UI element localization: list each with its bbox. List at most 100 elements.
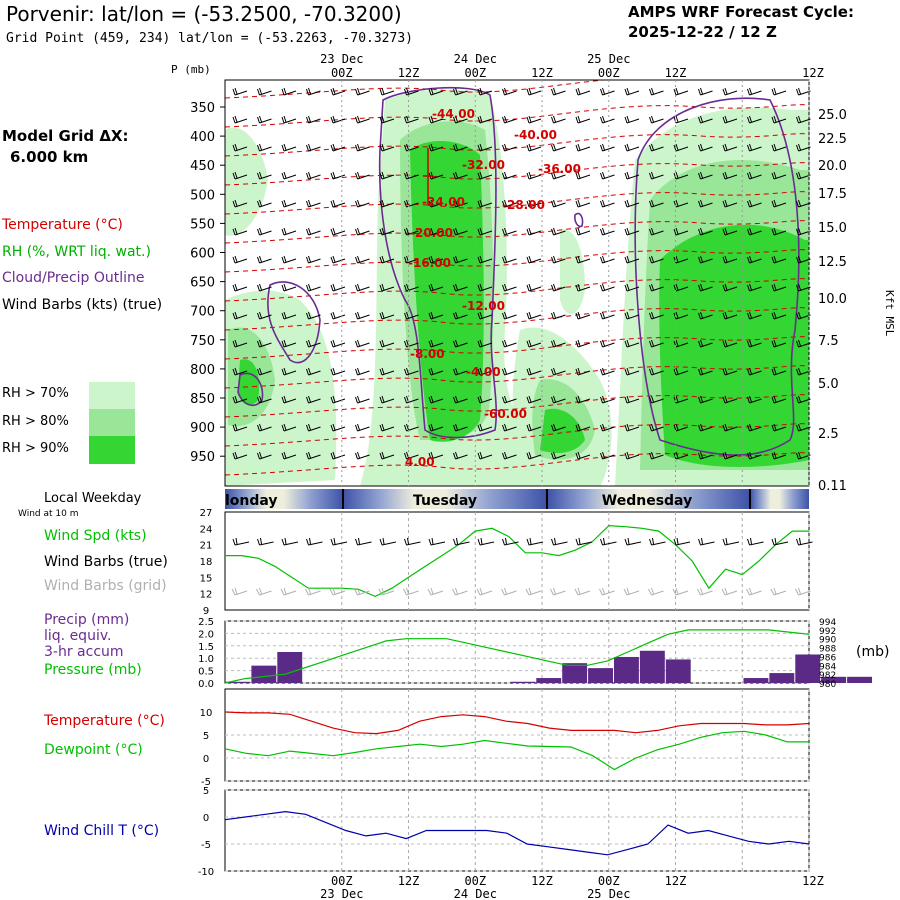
wind-barb [428, 143, 444, 152]
weekday-subtitle: Wind at 10 m [18, 509, 79, 519]
wind-barb [453, 395, 468, 404]
height-tick-label: 15.0 [818, 221, 847, 236]
temperature-line [224, 711, 810, 735]
wind-barb [453, 171, 468, 180]
wind-barb [624, 115, 640, 124]
wind-barb [624, 423, 640, 432]
pressure-tick-label: 982 [819, 671, 836, 681]
wind-barb [698, 199, 713, 208]
wind-barb-true [281, 537, 299, 546]
legend-rh: RH (%, WRT liq. wat.) [2, 244, 151, 260]
wind-barb [428, 339, 444, 348]
wind-barb-true [600, 537, 617, 546]
wind-barb [477, 283, 493, 292]
wind-barb-grid [231, 587, 248, 596]
time-tick-label: 00Z [598, 66, 620, 80]
wind-barb [698, 115, 713, 124]
wind-barb [477, 451, 493, 460]
wind-barb [257, 451, 272, 460]
time-tick-label: 12Z [531, 66, 553, 80]
wind-barb [428, 115, 444, 124]
wind-barb [624, 143, 640, 152]
wind-barb [722, 143, 738, 152]
wind-barb [526, 143, 542, 152]
wind-barb [649, 143, 664, 152]
wind-barb [649, 115, 664, 124]
rh70-area [560, 229, 585, 314]
wind-barb [477, 255, 493, 264]
wind-barb-grid [746, 587, 762, 596]
wind-barb [306, 143, 321, 152]
wind-barb [551, 423, 566, 432]
wind-barb [624, 87, 640, 96]
cycle-title: AMPS WRF Forecast Cycle: [628, 3, 854, 21]
wind-barb [526, 451, 542, 460]
wind-barb-grid [476, 587, 493, 596]
wind-barb [600, 143, 615, 152]
wind-barb [428, 227, 444, 236]
wind-barb [257, 143, 272, 152]
wind-barbs-grid-label: Wind Barbs (grid) [44, 578, 167, 594]
wind-barb [428, 283, 444, 292]
wind-barb [551, 87, 566, 96]
grid-point-text: Grid Point (459, 234) lat/lon = (-53.226… [6, 31, 413, 46]
wind-barb [698, 227, 713, 236]
wind-speed-label: Wind Spd (kts) [44, 528, 147, 544]
pressure-axis-title: P (mb) [171, 63, 211, 76]
wind-barb [526, 283, 542, 292]
wind-barb-true [453, 537, 470, 546]
weekday-segment [343, 489, 445, 509]
rh90-area [410, 140, 484, 442]
wind-barb [281, 171, 297, 180]
wind-barb [526, 87, 542, 96]
wind-barb [722, 283, 738, 292]
wind-barb-true [232, 537, 250, 546]
wind-barb [747, 199, 762, 208]
wind-barb [771, 423, 787, 432]
wind-barb [649, 87, 664, 96]
pressure-tick-label: 450 [190, 159, 215, 174]
wind-barb [232, 339, 248, 348]
precip-bar [847, 676, 872, 683]
model-grid-label: Model Grid ΔX: [2, 127, 129, 145]
windchill-panel [224, 789, 810, 872]
height-tick-label: 2.5 [818, 427, 839, 442]
cycle-value: 2025-12-22 / 12 Z [628, 23, 777, 41]
y-tick-label: 0.5 [198, 667, 214, 678]
wind-barb-true [257, 537, 274, 546]
height-tick-label: 17.5 [818, 187, 847, 202]
temperature-contour [225, 162, 809, 186]
wind-barb [722, 311, 738, 320]
pressure-tick-label: 700 [190, 305, 215, 320]
wind-barb [379, 423, 395, 432]
wind-barb [379, 255, 395, 264]
wind-barb [330, 367, 346, 376]
wind-barb [575, 171, 591, 180]
model-grid-value: 6.000 km [10, 148, 89, 166]
cloud-outline [574, 212, 584, 228]
wind-barb [747, 367, 762, 376]
wind-barb [502, 143, 517, 152]
weekday-bar [225, 489, 809, 509]
temperature-contour-label: -12.00 [462, 299, 505, 313]
wind-barb-grid [697, 587, 713, 596]
wind-barb [453, 227, 468, 236]
rh-swatch-90 [89, 436, 135, 464]
wind-barb [600, 423, 615, 432]
y-tick-label: 5 [203, 786, 209, 797]
precip-label: Precip (mm) [44, 612, 130, 628]
date-label: 23 Dec [320, 887, 363, 900]
wind-barb [379, 87, 395, 96]
wind-barb [502, 395, 517, 404]
wind-barb [379, 227, 395, 236]
date-label: 24 Dec [454, 52, 497, 66]
wind-barb [355, 87, 370, 96]
wind-barb [232, 143, 248, 152]
y-tick-label: 10 [200, 708, 213, 719]
wind-barb [330, 451, 346, 460]
y-tick-label: 0.0 [198, 679, 214, 690]
wind-barb [355, 115, 370, 124]
wind-barb [771, 339, 787, 348]
wind-barb [355, 283, 370, 292]
wind-barb [575, 423, 591, 432]
